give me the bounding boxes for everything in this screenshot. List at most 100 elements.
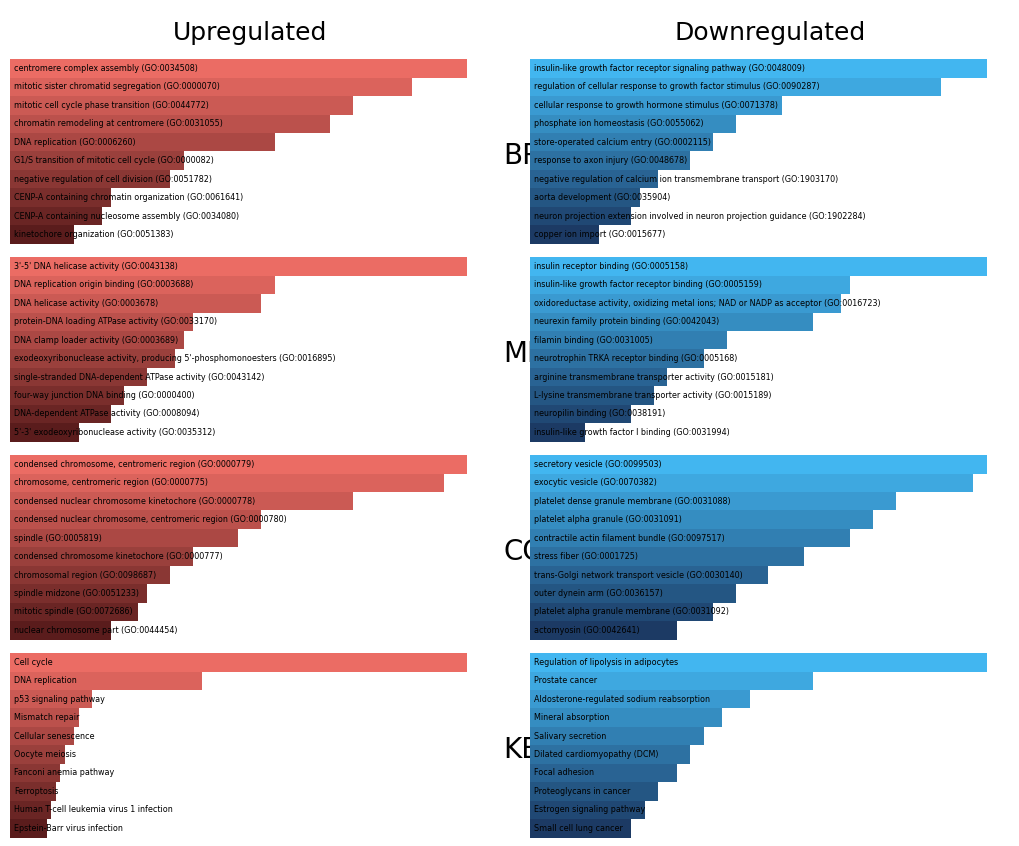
Text: condensed chromosome, centromeric region (GO:0000779): condensed chromosome, centromeric region… <box>14 460 254 469</box>
Bar <box>530 529 849 547</box>
Text: p53 signaling pathway: p53 signaling pathway <box>14 695 105 704</box>
Text: single-stranded DNA-dependent ATPase activity (GO:0043142): single-stranded DNA-dependent ATPase act… <box>14 372 264 382</box>
Text: BP: BP <box>502 142 539 170</box>
Bar <box>530 206 630 225</box>
Bar <box>10 690 93 708</box>
Text: DNA-dependent ATPase activity (GO:0008094): DNA-dependent ATPase activity (GO:000809… <box>14 409 199 419</box>
Bar <box>530 653 986 672</box>
Text: condensed nuclear chromosome kinetochore (GO:0000778): condensed nuclear chromosome kinetochore… <box>14 497 255 506</box>
Bar <box>10 783 56 800</box>
Text: arginine transmembrane transporter activity (GO:0015181): arginine transmembrane transporter activ… <box>534 372 773 382</box>
Text: phosphate ion homeostasis (GO:0055062): phosphate ion homeostasis (GO:0055062) <box>534 119 703 129</box>
Text: Focal adhesion: Focal adhesion <box>534 768 593 777</box>
Text: platelet alpha granule (GO:0031091): platelet alpha granule (GO:0031091) <box>534 515 682 525</box>
Bar <box>530 727 703 745</box>
Bar <box>10 492 353 510</box>
Text: G1/S transition of mitotic cell cycle (GO:0000082): G1/S transition of mitotic cell cycle (G… <box>14 157 214 165</box>
Text: insulin-like growth factor I binding (GO:0031994): insulin-like growth factor I binding (GO… <box>534 428 729 437</box>
Bar <box>530 225 598 244</box>
Text: four-way junction DNA binding (GO:0000400): four-way junction DNA binding (GO:000040… <box>14 391 195 400</box>
Text: negative regulation of calcium ion transmembrane transport (GO:1903170): negative regulation of calcium ion trans… <box>534 174 838 184</box>
Bar <box>10 331 183 349</box>
Bar <box>530 621 676 640</box>
Bar <box>530 349 703 368</box>
Text: store-operated calcium entry (GO:0002115): store-operated calcium entry (GO:0002115… <box>534 138 710 146</box>
Bar <box>10 819 47 838</box>
Bar <box>530 745 690 764</box>
Bar <box>530 423 585 442</box>
Text: oxidoreductase activity, oxidizing metal ions; NAD or NADP as acceptor (GO:00167: oxidoreductase activity, oxidizing metal… <box>534 299 879 308</box>
Bar <box>10 455 467 474</box>
Text: DNA replication origin binding (GO:0003688): DNA replication origin binding (GO:00036… <box>14 280 193 289</box>
Text: neurexin family protein binding (GO:0042043): neurexin family protein binding (GO:0042… <box>534 317 718 327</box>
Text: insulin-like growth factor receptor binding (GO:0005159): insulin-like growth factor receptor bind… <box>534 280 761 289</box>
Bar <box>10 547 193 566</box>
Bar <box>10 170 170 189</box>
Bar <box>10 745 65 764</box>
Text: Small cell lung cancer: Small cell lung cancer <box>534 824 623 832</box>
Text: copper ion import (GO:0015677): copper ion import (GO:0015677) <box>534 230 664 239</box>
Text: neuron projection extension involved in neuron projection guidance (GO:1902284): neuron projection extension involved in … <box>534 212 865 221</box>
Text: CC: CC <box>502 538 541 566</box>
Text: Regulation of lipolysis in adipocytes: Regulation of lipolysis in adipocytes <box>534 658 678 667</box>
Text: exodeoxyribonuclease activity, producing 5'-phosphomonoesters (GO:0016895): exodeoxyribonuclease activity, producing… <box>14 354 335 363</box>
Text: chromosome, centromeric region (GO:0000775): chromosome, centromeric region (GO:00007… <box>14 478 208 487</box>
Bar <box>10 621 110 640</box>
Text: Ferroptosis: Ferroptosis <box>14 787 58 796</box>
Bar <box>10 225 74 244</box>
Text: Dilated cardiomyopathy (DCM): Dilated cardiomyopathy (DCM) <box>534 750 658 759</box>
Text: outer dynein arm (GO:0036157): outer dynein arm (GO:0036157) <box>534 589 662 598</box>
Bar <box>530 404 630 423</box>
Text: DNA replication: DNA replication <box>14 676 76 685</box>
Bar <box>530 294 840 312</box>
Bar <box>530 387 653 404</box>
Bar <box>10 59 467 78</box>
Bar <box>530 189 639 206</box>
Text: negative regulation of cell division (GO:0051782): negative regulation of cell division (GO… <box>14 174 212 184</box>
Bar <box>530 151 690 170</box>
Text: DNA replication (GO:0006260): DNA replication (GO:0006260) <box>14 138 136 146</box>
Bar <box>530 114 735 133</box>
Bar <box>530 133 712 151</box>
Text: 3'-5' DNA helicase activity (GO:0043138): 3'-5' DNA helicase activity (GO:0043138) <box>14 262 177 271</box>
Text: MF: MF <box>502 340 543 368</box>
Text: nuclear chromosome part (GO:0044454): nuclear chromosome part (GO:0044454) <box>14 626 177 634</box>
Bar <box>530 368 666 387</box>
Text: chromosomal region (GO:0098687): chromosomal region (GO:0098687) <box>14 570 156 580</box>
Bar <box>530 78 941 96</box>
Text: KEGG: KEGG <box>502 736 582 764</box>
Bar <box>10 257 467 276</box>
Text: Downregulated: Downregulated <box>674 21 865 45</box>
Text: stress fiber (GO:0001725): stress fiber (GO:0001725) <box>534 552 638 561</box>
Bar <box>10 189 110 206</box>
Text: neurotrophin TRKA receptor binding (GO:0005168): neurotrophin TRKA receptor binding (GO:0… <box>534 354 737 363</box>
Text: Estrogen signaling pathway: Estrogen signaling pathway <box>534 805 645 815</box>
Bar <box>10 653 467 672</box>
Text: neuropilin binding (GO:0038191): neuropilin binding (GO:0038191) <box>534 409 664 419</box>
Bar <box>530 764 676 783</box>
Bar <box>530 455 986 474</box>
Text: CENP-A containing nucleosome assembly (GO:0034080): CENP-A containing nucleosome assembly (G… <box>14 212 238 221</box>
Bar <box>530 602 712 621</box>
Text: DNA clamp loader activity (GO:0003689): DNA clamp loader activity (GO:0003689) <box>14 336 178 344</box>
Bar <box>530 708 721 727</box>
Bar <box>10 474 443 492</box>
Text: condensed nuclear chromosome, centromeric region (GO:0000780): condensed nuclear chromosome, centromeri… <box>14 515 286 525</box>
Bar <box>10 312 193 331</box>
Bar <box>530 819 630 838</box>
Bar <box>530 170 657 189</box>
Text: trans-Golgi network transport vesicle (GO:0030140): trans-Golgi network transport vesicle (G… <box>534 570 742 580</box>
Text: Cell cycle: Cell cycle <box>14 658 52 667</box>
Text: response to axon injury (GO:0048678): response to axon injury (GO:0048678) <box>534 157 687 165</box>
Bar <box>530 331 726 349</box>
Bar <box>530 566 767 585</box>
Text: centromere complex assembly (GO:0034508): centromere complex assembly (GO:0034508) <box>14 64 198 73</box>
Text: Proteoglycans in cancer: Proteoglycans in cancer <box>534 787 630 796</box>
Text: kinetochore organization (GO:0051383): kinetochore organization (GO:0051383) <box>14 230 173 239</box>
Text: insulin receptor binding (GO:0005158): insulin receptor binding (GO:0005158) <box>534 262 688 271</box>
Text: cellular response to growth hormone stimulus (GO:0071378): cellular response to growth hormone stim… <box>534 101 777 110</box>
Text: DNA helicase activity (GO:0003678): DNA helicase activity (GO:0003678) <box>14 299 158 308</box>
Text: spindle (GO:0005819): spindle (GO:0005819) <box>14 534 102 542</box>
Bar <box>10 78 412 96</box>
Text: L-lysine transmembrane transporter activity (GO:0015189): L-lysine transmembrane transporter activ… <box>534 391 770 400</box>
